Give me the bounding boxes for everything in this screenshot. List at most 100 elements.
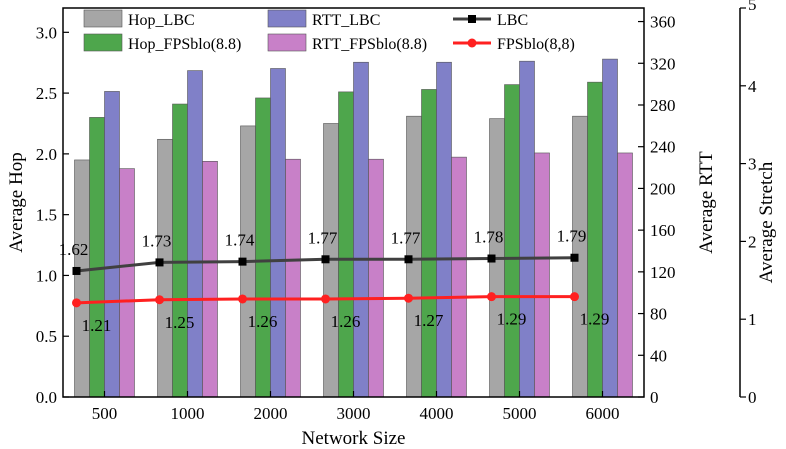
stretch-tick-label: 3 xyxy=(748,155,757,174)
bar-Hop_LBC-500 xyxy=(74,159,90,398)
rtt-tick-label: 80 xyxy=(650,305,667,324)
data-label-FPSblo(8,8)-2000: 1.26 xyxy=(248,312,278,331)
rtt-tick-label: 240 xyxy=(650,138,676,157)
hop-tick-label: 1.0 xyxy=(36,266,57,285)
line-series: 1.62 1.73 1.74 1.77 1.77 1.78 1.79 1.21 1.25 1.26… xyxy=(59,227,610,335)
marker-FPSblo(8,8)-3000 xyxy=(321,294,330,304)
marker-FPSblo(8,8)-2000 xyxy=(238,294,247,304)
data-label-FPSblo(8,8)-4000: 1.27 xyxy=(414,311,444,330)
bar-RTT_LBC-500 xyxy=(104,91,120,398)
stretch-tick-label: 1 xyxy=(748,310,757,329)
legend-marker-LBC xyxy=(468,15,476,23)
rtt-tick-label: 0 xyxy=(650,388,659,407)
hop-axis-title: Average Hop xyxy=(6,152,27,252)
bar-RTT_LBC-2000 xyxy=(270,68,286,398)
data-label-LBC-6000: 1.79 xyxy=(557,227,587,246)
x-tick-label: 6000 xyxy=(586,404,620,423)
x-tick-label: 5000 xyxy=(503,404,537,423)
legend-swatch-Hop_LBC xyxy=(83,9,123,28)
x-tick-label: 1000 xyxy=(171,404,205,423)
plot-area xyxy=(74,58,633,398)
data-label-LBC-1000: 1.73 xyxy=(142,231,172,250)
x-tick-label: 3000 xyxy=(337,404,371,423)
bar-RTT_FPSblo(8.8)-4000 xyxy=(451,156,467,398)
bar-RTT_FPSblo(8.8)-6000 xyxy=(617,152,633,398)
legend-swatch-RTT_LBC xyxy=(267,9,307,28)
hop-tick-label: 0.5 xyxy=(36,327,57,346)
marker-FPSblo(8,8)-1000 xyxy=(155,295,164,305)
hop-tick-label: 1.5 xyxy=(36,206,57,225)
legend-label-RTT_LBC: RTT_LBC xyxy=(312,12,380,29)
data-label-LBC-500: 1.62 xyxy=(59,240,89,259)
bar-Hop_FPSblo(8.8)-1000 xyxy=(172,103,188,398)
marker-LBC-6000 xyxy=(570,253,579,262)
legend: Hop_LBC RTT_LBC LBC Hop_FPSblo(8.8) RTT_FPSb… xyxy=(83,9,575,53)
legend-label-Hop_FPSblo(8.8): Hop_FPSblo(8.8) xyxy=(128,36,241,53)
hop-tick-label: 2.0 xyxy=(36,145,57,164)
bar-RTT_LBC-5000 xyxy=(519,60,535,398)
stretch-tick-label: 0 xyxy=(748,388,757,407)
data-label-FPSblo(8,8)-6000: 1.29 xyxy=(580,310,610,329)
bar-Hop_FPSblo(8.8)-3000 xyxy=(338,91,354,398)
legend-swatch-RTT_FPSblo(8.8) xyxy=(267,33,307,52)
bar-RTT_FPSblo(8.8)-5000 xyxy=(534,152,550,398)
marker-LBC-500 xyxy=(72,266,81,275)
bar-Hop_FPSblo(8.8)-6000 xyxy=(587,81,603,398)
rtt-tick-label: 160 xyxy=(650,221,676,240)
rtt-tick-label: 320 xyxy=(650,54,676,73)
data-label-FPSblo(8,8)-1000: 1.25 xyxy=(165,313,195,332)
bar-RTT_LBC-6000 xyxy=(602,58,618,398)
legend-marker-FPSblo(8,8) xyxy=(467,38,477,48)
data-label-LBC-3000: 1.77 xyxy=(308,228,338,247)
data-label-LBC-2000: 1.74 xyxy=(225,231,255,250)
marker-LBC-5000 xyxy=(487,254,496,263)
marker-FPSblo(8,8)-4000 xyxy=(404,293,413,303)
marker-LBC-2000 xyxy=(238,257,247,266)
data-label-FPSblo(8,8)-3000: 1.26 xyxy=(331,312,361,331)
stretch-tick-label: 4 xyxy=(748,77,757,96)
stretch-axis-title: Average Stretch xyxy=(756,161,777,283)
x-axis-title: Network Size xyxy=(302,428,406,449)
legend-label-RTT_FPSblo(8.8): RTT_FPSblo(8.8) xyxy=(312,36,427,53)
hop-tick-label: 3.0 xyxy=(36,23,57,42)
data-label-FPSblo(8,8)-5000: 1.29 xyxy=(497,310,527,329)
bar-RTT_FPSblo(8.8)-1000 xyxy=(202,161,218,398)
bar-RTT_LBC-3000 xyxy=(353,61,369,398)
marker-FPSblo(8,8)-5000 xyxy=(487,292,496,302)
bar-Hop_LBC-1000 xyxy=(157,138,173,398)
legend-label-Hop_LBC: Hop_LBC xyxy=(128,12,195,29)
marker-LBC-4000 xyxy=(404,255,413,264)
legend-label-FPSblo(8,8): FPSblo(8,8) xyxy=(497,36,575,53)
rtt-tick-label: 200 xyxy=(650,179,676,198)
legend-swatch-Hop_FPSblo(8.8) xyxy=(83,33,123,52)
rtt-tick-label: 360 xyxy=(650,13,676,32)
bar-Hop_FPSblo(8.8)-500 xyxy=(89,117,105,398)
bar-RTT_LBC-1000 xyxy=(187,70,203,398)
legend-label-LBC: LBC xyxy=(497,12,528,29)
data-label-FPSblo(8,8)-500: 1.21 xyxy=(82,316,112,335)
bar-RTT_LBC-4000 xyxy=(436,61,452,398)
bar-RTT_FPSblo(8.8)-2000 xyxy=(285,158,301,398)
x-tick-label: 500 xyxy=(92,404,118,423)
bar-RTT_FPSblo(8.8)-3000 xyxy=(368,158,384,398)
x-tick-label: 4000 xyxy=(420,404,454,423)
marker-FPSblo(8,8)-6000 xyxy=(570,292,579,302)
rtt-tick-label: 280 xyxy=(650,96,676,115)
data-label-LBC-4000: 1.77 xyxy=(391,228,421,247)
bar-RTT_FPSblo(8.8)-500 xyxy=(119,168,135,398)
rtt-tick-label: 120 xyxy=(650,263,676,282)
stretch-tick-label: 2 xyxy=(748,232,757,251)
bar-Hop_FPSblo(8.8)-4000 xyxy=(421,89,437,398)
rtt-axis-title: Average RTT xyxy=(696,151,717,254)
data-label-LBC-5000: 1.78 xyxy=(474,228,504,247)
bar-Hop_FPSblo(8.8)-5000 xyxy=(504,84,520,398)
marker-FPSblo(8,8)-500 xyxy=(72,298,81,308)
bar-Hop_FPSblo(8.8)-2000 xyxy=(255,97,271,398)
stretch-tick-label: 5 xyxy=(748,0,757,14)
rtt-tick-label: 40 xyxy=(650,346,667,365)
marker-LBC-3000 xyxy=(321,255,330,264)
marker-LBC-1000 xyxy=(155,258,164,267)
hop-tick-label: 0.0 xyxy=(36,388,57,407)
